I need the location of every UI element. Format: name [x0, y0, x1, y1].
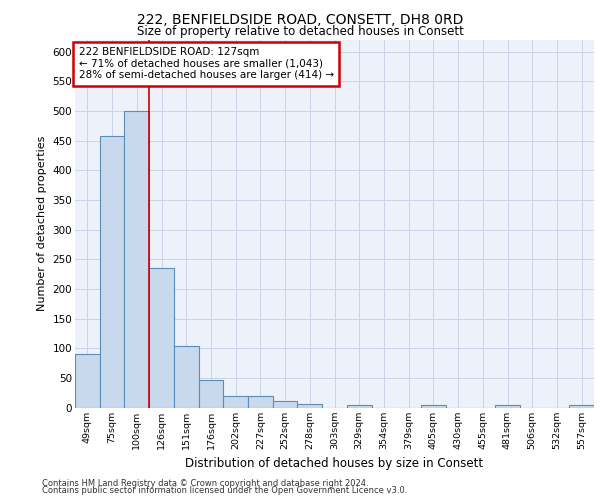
- X-axis label: Distribution of detached houses by size in Consett: Distribution of detached houses by size …: [185, 457, 484, 470]
- Bar: [248, 396, 273, 407]
- Bar: [421, 405, 446, 407]
- Bar: [223, 396, 248, 407]
- Y-axis label: Number of detached properties: Number of detached properties: [37, 136, 47, 312]
- Bar: [149, 268, 174, 407]
- Text: Size of property relative to detached houses in Consett: Size of property relative to detached ho…: [137, 25, 463, 38]
- Bar: [174, 346, 199, 408]
- Bar: [569, 405, 594, 407]
- Bar: [298, 404, 322, 407]
- Bar: [75, 354, 100, 408]
- Text: 222 BENFIELDSIDE ROAD: 127sqm
← 71% of detached houses are smaller (1,043)
28% o: 222 BENFIELDSIDE ROAD: 127sqm ← 71% of d…: [79, 47, 334, 80]
- Bar: [347, 404, 371, 407]
- Text: 222, BENFIELDSIDE ROAD, CONSETT, DH8 0RD: 222, BENFIELDSIDE ROAD, CONSETT, DH8 0RD: [137, 12, 463, 26]
- Bar: [124, 111, 149, 408]
- Bar: [100, 136, 124, 407]
- Bar: [273, 401, 298, 407]
- Bar: [199, 380, 223, 407]
- Text: Contains public sector information licensed under the Open Government Licence v3: Contains public sector information licen…: [42, 486, 407, 495]
- Text: Contains HM Land Registry data © Crown copyright and database right 2024.: Contains HM Land Registry data © Crown c…: [42, 478, 368, 488]
- Bar: [495, 405, 520, 407]
